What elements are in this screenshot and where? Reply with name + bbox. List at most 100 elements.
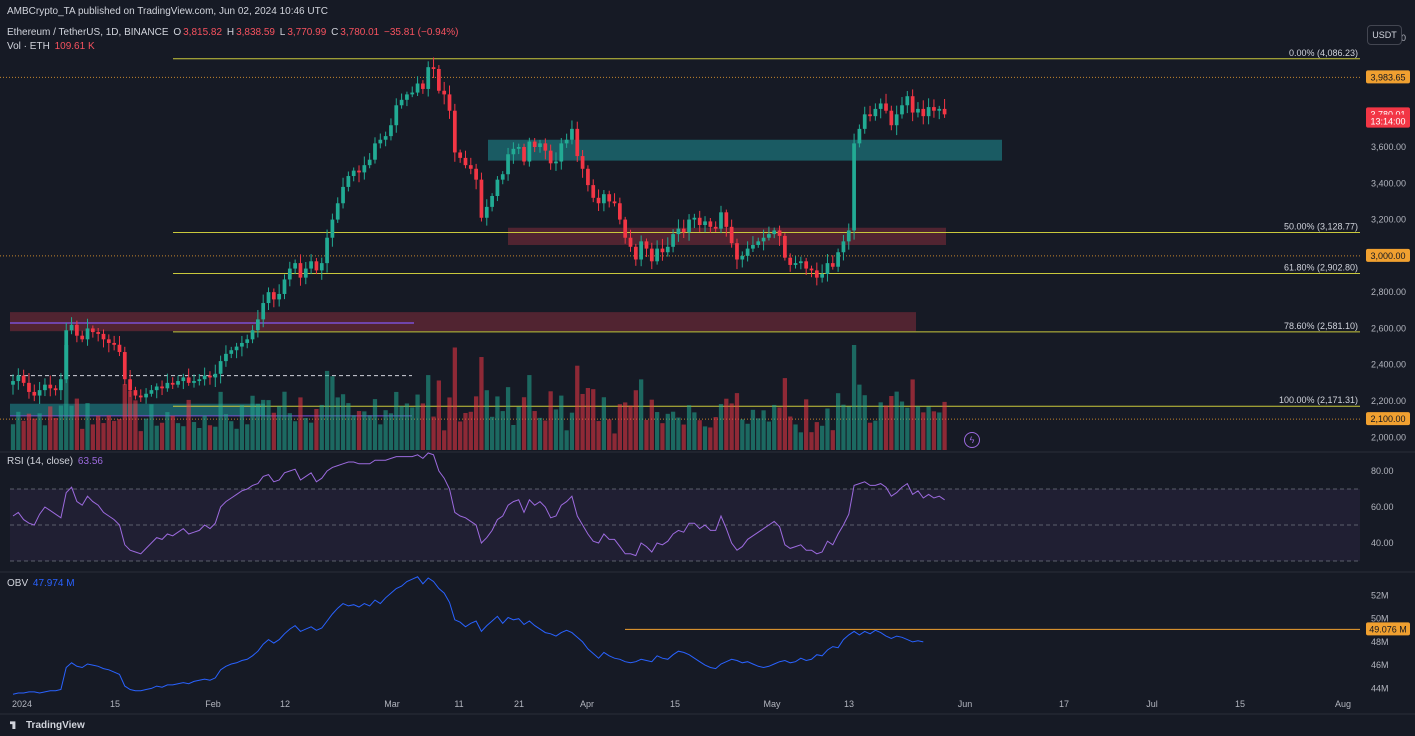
volume-bar [708,427,713,450]
time-tick-label: Feb [205,699,221,709]
high-value: 3,838.59 [236,27,275,38]
volume-bar [287,413,292,450]
candle-body [458,152,463,158]
volume-bar [74,398,80,450]
close-label: C [331,27,339,38]
volume-bar [841,404,846,450]
volume-bar [399,406,404,450]
candle-body [894,114,899,126]
candle-body [681,228,686,233]
candle-body [229,350,234,354]
volume-bar [282,391,287,450]
volume-bar [80,428,85,450]
candle-body [878,103,883,109]
volume-bar [862,395,867,450]
volume-bar [532,411,537,450]
volume-bar [42,425,48,450]
candle-body [692,217,697,220]
volume-bar [628,405,633,450]
time-tick-label: 15 [670,699,680,709]
candle-body [48,384,53,389]
candle-body [767,234,771,238]
volume-bar [138,431,143,450]
volume-bar [442,430,447,450]
candle-body [846,230,851,242]
volume-bar [271,412,276,450]
volume-bar [548,391,553,450]
volume-bar [426,375,431,450]
volume-bar [921,412,926,450]
candle-body [224,353,228,362]
volume-bar [378,424,383,450]
volume-bar [830,430,835,450]
symbol-title[interactable]: Ethereum / TetherUS, 1D, BINANCE [7,27,169,38]
candle-body [916,108,920,113]
volume-bar [37,413,42,450]
candle-body [463,157,468,166]
volume-bar [245,424,250,450]
candle-body [176,381,180,385]
volume-bar [814,422,819,450]
volume-bar [64,345,69,450]
candle-body [719,212,723,229]
candle-body [506,154,510,175]
candle-body [410,92,415,95]
time-tick-label: Jun [958,699,973,709]
candle-body [857,128,862,144]
volume-bar [937,412,942,450]
candle-body [266,292,271,304]
candle-body [932,107,936,111]
lightning-icon[interactable]: ϟ [964,432,980,448]
tradingview-logo[interactable]: TradingView [10,720,85,731]
candle-body [575,128,580,157]
volume-bar [314,408,319,450]
candle-body [511,148,516,155]
volume-bar [575,365,580,450]
candle-body [415,83,420,93]
volume-bar [149,404,154,450]
volume-bar [915,406,921,450]
volume-bar [388,413,394,450]
candle-body [282,279,287,294]
candle-body [655,248,659,262]
candle-body [426,67,431,89]
obv-legend[interactable]: OBV 47.974 M [7,578,77,589]
volume-bar [851,345,857,450]
candle-body [373,143,377,160]
candle-body [330,219,335,238]
volume-bar [788,416,793,450]
candle-body [160,386,164,389]
candle-body [607,194,612,202]
candle-body [687,219,691,233]
candle-body [617,203,622,220]
volume-bar [277,406,282,450]
candle-body [708,221,713,227]
price-tick-label: 3,600.00 [1371,142,1406,152]
volume-bar [846,406,851,450]
volume-bar [702,426,708,450]
teal-zone-upper [488,139,1002,161]
candle-body [484,206,489,218]
volume-bar [505,387,511,450]
candle-body [399,99,404,106]
volume-legend[interactable]: Vol · ETH 109.61 K [7,41,97,52]
volume-bar [580,393,585,450]
candle-body [697,217,702,226]
currency-button[interactable]: USDT [1367,25,1402,45]
rsi-legend[interactable]: RSI (14, close) 63.56 [7,456,105,467]
volume-bar [729,403,734,450]
volume-bar [372,399,378,450]
volume-bar [181,426,186,450]
price-tick-label: 2,400.00 [1371,360,1406,370]
volume-bar [867,422,873,450]
volume-bar [825,408,830,450]
price-label-box [1366,248,1410,262]
rsi-value: 63.56 [77,456,103,467]
candle-body [745,248,750,256]
candle-body [378,139,383,144]
candle-body [341,186,345,204]
candle-body [447,94,452,111]
candle-body [724,212,729,227]
candle-body [202,375,207,380]
candle-body [873,108,878,117]
